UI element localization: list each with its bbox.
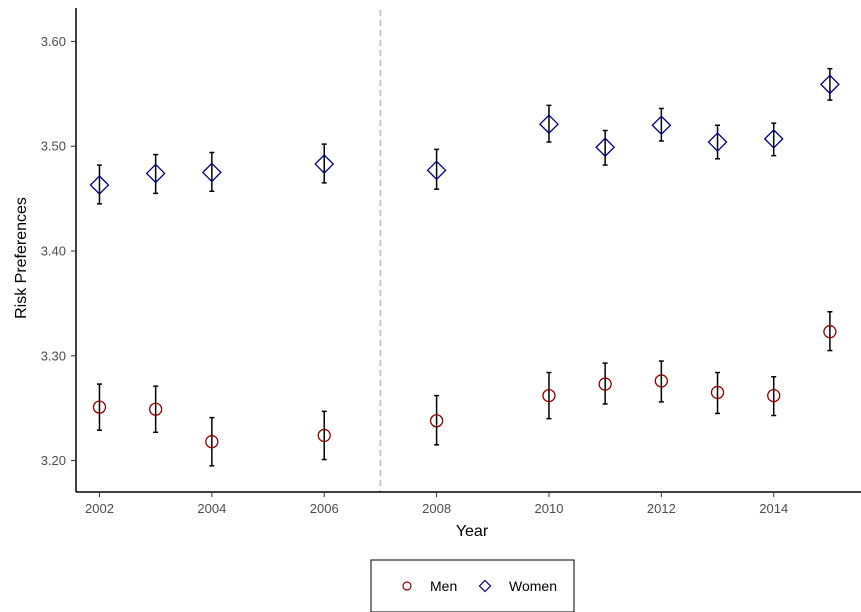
men-point [654, 374, 668, 388]
men-point [429, 414, 444, 428]
y-axis-ticks: 3.20 3.30 3.40 3.50 3.60 [41, 34, 76, 468]
x-tick-label: 2006 [310, 501, 339, 516]
plot-area [89, 10, 840, 492]
men-point [205, 435, 219, 449]
x-tick-label: 2012 [647, 501, 676, 516]
legend-women-label: Women [509, 578, 557, 594]
x-tick-label: 2008 [422, 501, 451, 516]
women-point [539, 114, 559, 135]
women-point [314, 154, 335, 174]
men-point [542, 388, 556, 403]
men-point [767, 388, 781, 403]
y-tick-label: 3.60 [41, 34, 66, 49]
men-point [710, 385, 725, 400]
y-tick-label: 3.50 [41, 139, 66, 154]
series-men [92, 311, 837, 467]
series-women [89, 67, 840, 205]
legend: Men Women [370, 559, 575, 612]
x-tick-label: 2014 [759, 501, 788, 516]
women-point [651, 115, 672, 136]
women-point [595, 137, 616, 158]
y-axis-title: Risk Preferences [13, 197, 30, 319]
women-point [89, 175, 110, 195]
men-point [317, 428, 331, 443]
men-point [598, 377, 612, 391]
y-tick-label: 3.20 [41, 453, 66, 468]
women-point [707, 132, 728, 152]
legend-women-diamond-icon [478, 579, 492, 593]
legend-men-circle-icon [402, 581, 412, 591]
men-point [823, 325, 837, 339]
x-axis-ticks: 2002 2004 2006 2008 2010 2012 2014 [85, 492, 788, 516]
x-tick-label: 2004 [197, 501, 226, 516]
y-tick-label: 3.30 [41, 348, 66, 363]
men-point [149, 402, 163, 416]
women-point [763, 128, 784, 149]
legend-box [370, 559, 575, 612]
women-point [145, 163, 166, 184]
x-tick-label: 2002 [85, 501, 114, 516]
x-axis-title: Year [456, 523, 489, 540]
women-point [201, 162, 222, 183]
men-point [92, 400, 107, 414]
women-point [819, 74, 840, 95]
x-tick-label: 2010 [535, 501, 564, 516]
women-point [426, 160, 447, 181]
legend-men-label: Men [430, 578, 457, 594]
y-tick-label: 3.40 [41, 244, 66, 259]
